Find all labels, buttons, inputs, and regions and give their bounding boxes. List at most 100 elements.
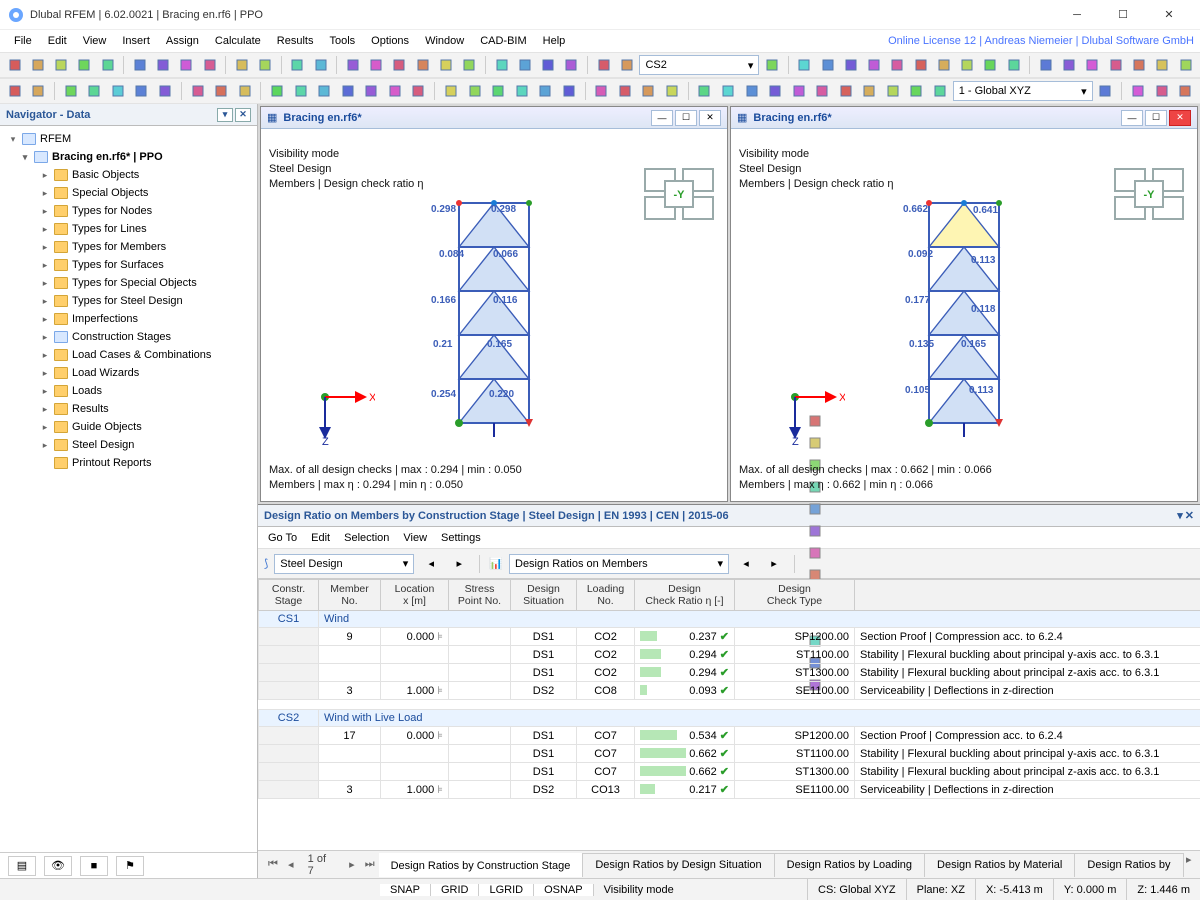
maximize-button[interactable]: ☐ [1100, 0, 1146, 30]
status-toggle-osnap[interactable]: OSNAP [534, 884, 594, 896]
toolbar-button[interactable] [337, 80, 359, 102]
toolbar-button[interactable] [210, 80, 232, 102]
3d-view-2[interactable]: ▦Bracing en.rf6*—☐✕Visibility modeSteel … [730, 106, 1198, 502]
toolbar-button[interactable] [440, 80, 462, 102]
toolbar-button[interactable] [514, 54, 535, 76]
toolbar-button[interactable] [366, 54, 387, 76]
menu-insert[interactable]: Insert [114, 32, 158, 50]
table-row[interactable]: 31.000 ⊧DS2CO13 0.217✔SE1100.00Serviceab… [259, 781, 1200, 799]
menu-cad-bim[interactable]: CAD-BIM [472, 32, 534, 50]
navigator-close-icon[interactable]: ✕ [235, 108, 251, 122]
toolbar-button[interactable] [97, 54, 118, 76]
menu-calculate[interactable]: Calculate [207, 32, 269, 50]
navigator-tree[interactable]: ▾ RFEM ▾ Bracing en.rf6* | PPO ▸Basic Ob… [0, 126, 257, 852]
column-header[interactable]: LoadingNo. [577, 580, 635, 611]
toolbar-button[interactable] [558, 80, 580, 102]
table-menu-edit[interactable]: Edit [311, 532, 330, 544]
table-tool-button[interactable] [804, 520, 826, 542]
tree-item[interactable]: ▸Types for Members [0, 238, 257, 256]
toolbar-button[interactable] [1082, 54, 1103, 76]
tree-item[interactable]: ▸Basic Objects [0, 166, 257, 184]
column-header[interactable] [855, 580, 1200, 611]
table-row[interactable]: 90.000 ⊧DS1CO2 0.237✔SP1200.00Section Pr… [259, 628, 1200, 646]
results-type-dropdown[interactable]: Design Ratios on Members▾ [509, 554, 729, 574]
status-toggle-lgrid[interactable]: LGRID [479, 884, 534, 896]
results-tab[interactable]: Design Ratios by [1074, 853, 1183, 877]
table-row[interactable]: DS1CO2 0.294✔ST1300.00Stability | Flexur… [259, 664, 1200, 682]
tree-item[interactable]: ▸Load Cases & Combinations [0, 346, 257, 364]
table-menu-view[interactable]: View [403, 532, 427, 544]
table-row[interactable]: DS1CO7 0.662✔ST1300.00Stability | Flexur… [259, 763, 1200, 781]
toolbar-button[interactable] [384, 80, 406, 102]
toolbar-button[interactable] [1105, 54, 1126, 76]
column-header[interactable]: Locationx [m] [381, 580, 449, 611]
toolbar-button[interactable] [74, 54, 95, 76]
toolbar-button[interactable] [817, 54, 838, 76]
tree-item[interactable]: ▸Types for Lines [0, 220, 257, 238]
tree-item[interactable]: ▸Construction Stages [0, 328, 257, 346]
toolbar-button[interactable] [887, 54, 908, 76]
nav-tab-data-icon[interactable]: ▤ [8, 856, 36, 876]
coord-system-dropdown[interactable]: 1 - Global XYZ▾ [953, 81, 1093, 101]
toolbar-button[interactable] [794, 54, 815, 76]
tree-root[interactable]: ▾ RFEM [0, 130, 257, 148]
toolbar-button[interactable] [459, 54, 480, 76]
table-row[interactable]: 31.000 ⊧DS2CO8 0.093✔SE1100.00Serviceabi… [259, 682, 1200, 700]
toolbar-button[interactable] [84, 80, 106, 102]
toolbar-button[interactable] [591, 80, 613, 102]
toolbar-button[interactable] [661, 80, 683, 102]
toolbar-button[interactable] [107, 80, 129, 102]
view-close-button[interactable]: ✕ [699, 110, 721, 126]
view-max-button[interactable]: ☐ [675, 110, 697, 126]
menu-options[interactable]: Options [363, 32, 417, 50]
cs-dropdown[interactable]: CS2▾ [639, 55, 759, 75]
toolbar-button[interactable] [1174, 80, 1196, 102]
toolbar-button[interactable] [154, 80, 176, 102]
column-header[interactable]: MemberNo. [319, 580, 381, 611]
navcube[interactable]: -Y [643, 167, 715, 221]
toolbar-button[interactable] [60, 80, 82, 102]
toolbar-button[interactable] [933, 54, 954, 76]
toolbar-button[interactable] [761, 54, 782, 76]
table-row[interactable]: DS1CO2 0.294✔ST1100.00Stability | Flexur… [259, 646, 1200, 664]
toolbar-button[interactable] [906, 80, 928, 102]
results-tab[interactable]: Design Ratios by Loading [774, 853, 925, 877]
toolbar-button[interactable] [4, 80, 26, 102]
tree-item[interactable]: ▸Types for Surfaces [0, 256, 257, 274]
toolbar-button[interactable] [561, 54, 582, 76]
menu-tools[interactable]: Tools [321, 32, 363, 50]
toolbar-button[interactable] [27, 54, 48, 76]
tree-item[interactable]: ▸Load Wizards [0, 364, 257, 382]
toolbar-button[interactable] [131, 80, 153, 102]
toolbar-button[interactable] [342, 54, 363, 76]
menu-edit[interactable]: Edit [40, 32, 75, 50]
menu-window[interactable]: Window [417, 32, 472, 50]
toolbar-button[interactable] [741, 80, 763, 102]
toolbar-button[interactable] [464, 80, 486, 102]
table-close-icon[interactable]: ✕ [1185, 509, 1194, 522]
view-min-button[interactable]: — [651, 110, 673, 126]
table-group-row[interactable]: CS1Wind [259, 611, 1200, 628]
toolbar-button[interactable] [764, 80, 786, 102]
toolbar-button[interactable] [361, 80, 383, 102]
3d-view-1[interactable]: ▦Bracing en.rf6*—☐✕Visibility modeSteel … [260, 106, 728, 502]
view-close-button[interactable]: ✕ [1169, 110, 1191, 126]
menu-assign[interactable]: Assign [158, 32, 207, 50]
navcube[interactable]: -Y [1113, 167, 1185, 221]
column-header[interactable]: DesignCheck Type [735, 580, 855, 611]
view-max-button[interactable]: ☐ [1145, 110, 1167, 126]
toolbar-button[interactable] [1095, 80, 1117, 102]
table-menu-go-to[interactable]: Go To [268, 532, 297, 544]
tree-model[interactable]: ▾ Bracing en.rf6* | PPO [0, 148, 257, 166]
toolbar-button[interactable] [234, 80, 256, 102]
toolbar-button[interactable] [1128, 54, 1149, 76]
toolbar-button[interactable] [882, 80, 904, 102]
toolbar-button[interactable] [51, 54, 72, 76]
toolbar-button[interactable] [491, 54, 512, 76]
toolbar-button[interactable] [389, 54, 410, 76]
toolbar-button[interactable] [534, 80, 556, 102]
toolbar-button[interactable] [859, 80, 881, 102]
tabs-prev-button[interactable]: ◂ [282, 858, 300, 871]
toolbar-button[interactable] [412, 54, 433, 76]
results-tab[interactable]: Design Ratios by Design Situation [582, 853, 774, 877]
